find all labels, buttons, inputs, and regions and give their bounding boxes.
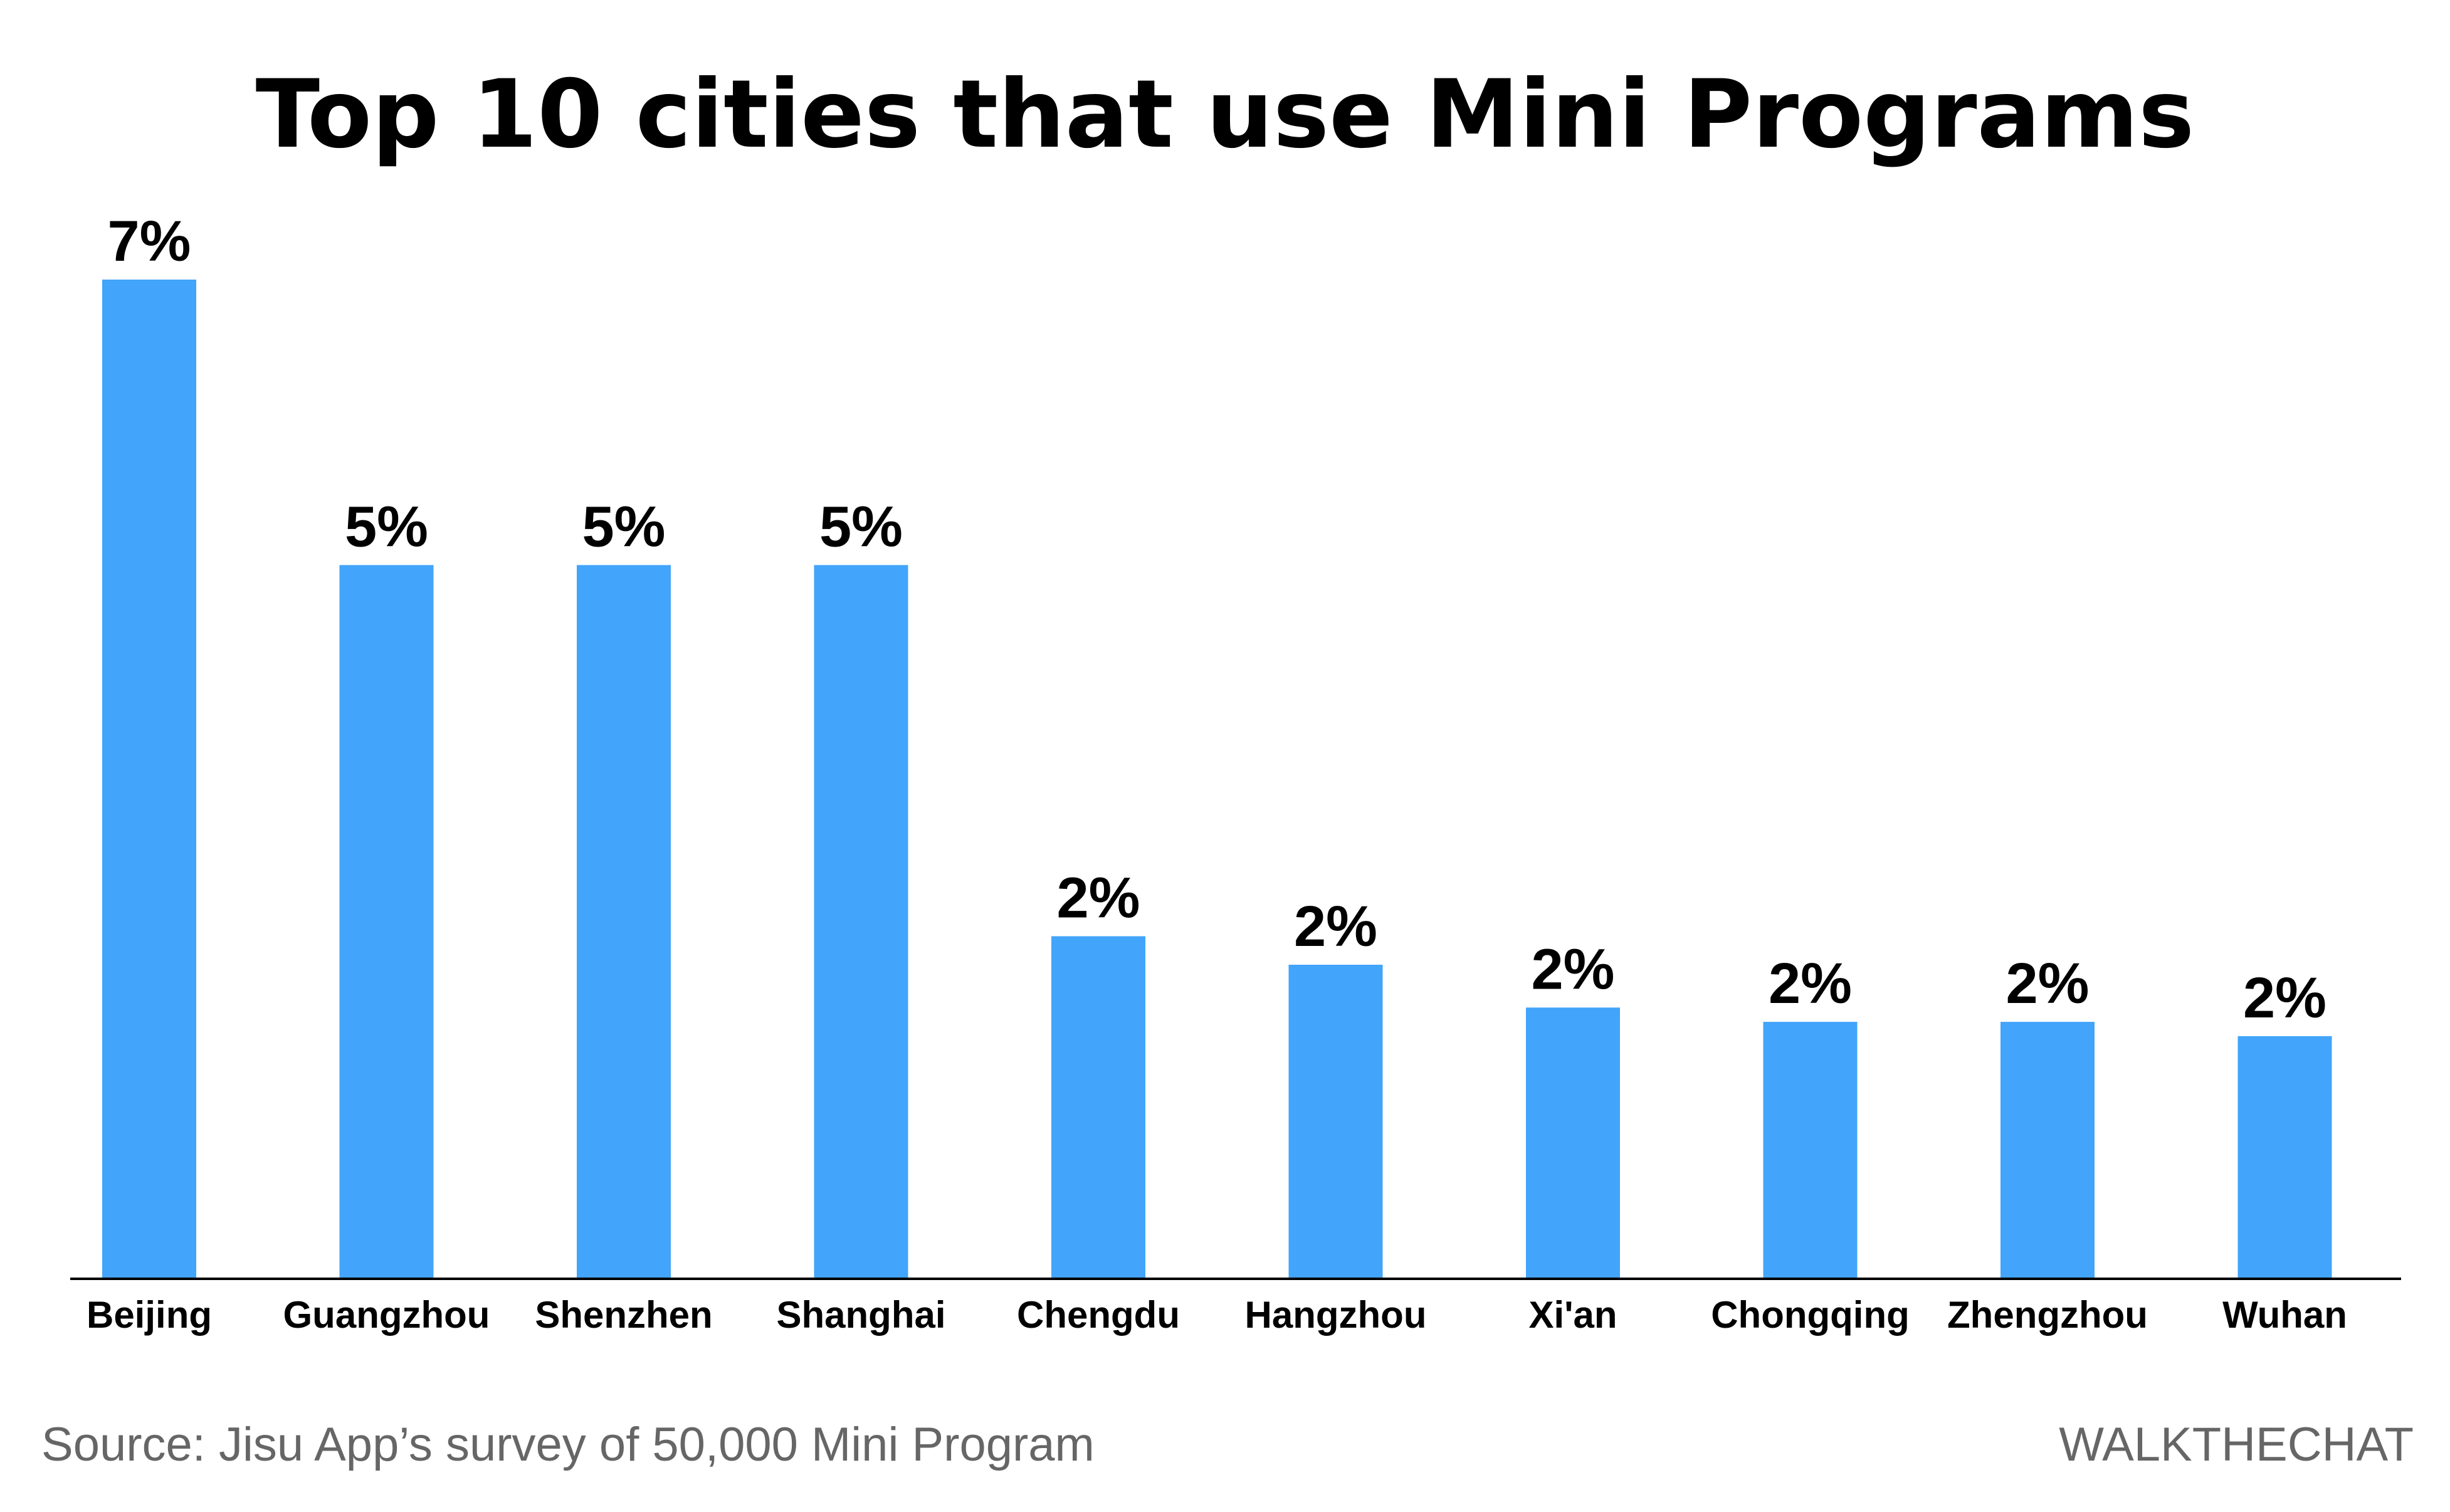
data-label: 2%	[2243, 966, 2326, 1030]
bar-chongqing	[1763, 1022, 1858, 1279]
x-tick-label: Xi'an	[1529, 1294, 1617, 1336]
x-tick-label: Chengdu	[1017, 1294, 1180, 1336]
data-label: 2%	[1532, 937, 1615, 1001]
data-label: 2%	[1294, 895, 1377, 958]
x-tick-label: Chongqing	[1711, 1294, 1910, 1336]
x-tick-label: Wuhan	[2222, 1294, 2347, 1336]
bar-guangzhou	[339, 565, 434, 1279]
bar-beijing	[102, 280, 196, 1279]
x-tick-label: Shanghai	[776, 1294, 945, 1336]
bar-hangzhou	[1288, 965, 1383, 1279]
chart-title: Top 10 cities that use Mini Programs	[255, 60, 2195, 169]
bar-chengdu	[1051, 936, 1145, 1279]
data-label: 5%	[345, 495, 428, 559]
data-label: 7%	[108, 209, 191, 273]
x-tick-label: Shenzhen	[535, 1294, 712, 1336]
bar-wuhan	[2237, 1036, 2332, 1279]
x-tick-label: Zhengzhou	[1947, 1294, 2148, 1336]
x-tick-label: Guangzhou	[283, 1294, 490, 1336]
bar-xi-an	[1526, 1007, 1620, 1279]
bar-shanghai	[814, 565, 908, 1279]
source-note: Source: Jisu App’s survey of 50,000 Mini…	[41, 1418, 1095, 1471]
x-tick-label: Beijing	[87, 1294, 212, 1336]
data-label: 2%	[1057, 866, 1140, 930]
data-label: 5%	[819, 495, 903, 559]
data-label: 2%	[1769, 952, 1852, 1016]
data-label: 5%	[582, 495, 666, 559]
bar-zhengzhou	[2000, 1022, 2095, 1279]
bar-shenzhen	[577, 565, 671, 1279]
x-tick-label: Hangzhou	[1245, 1294, 1427, 1336]
brand-logo: WALKTHECHAT	[2059, 1418, 2414, 1471]
data-label: 2%	[2006, 952, 2090, 1016]
